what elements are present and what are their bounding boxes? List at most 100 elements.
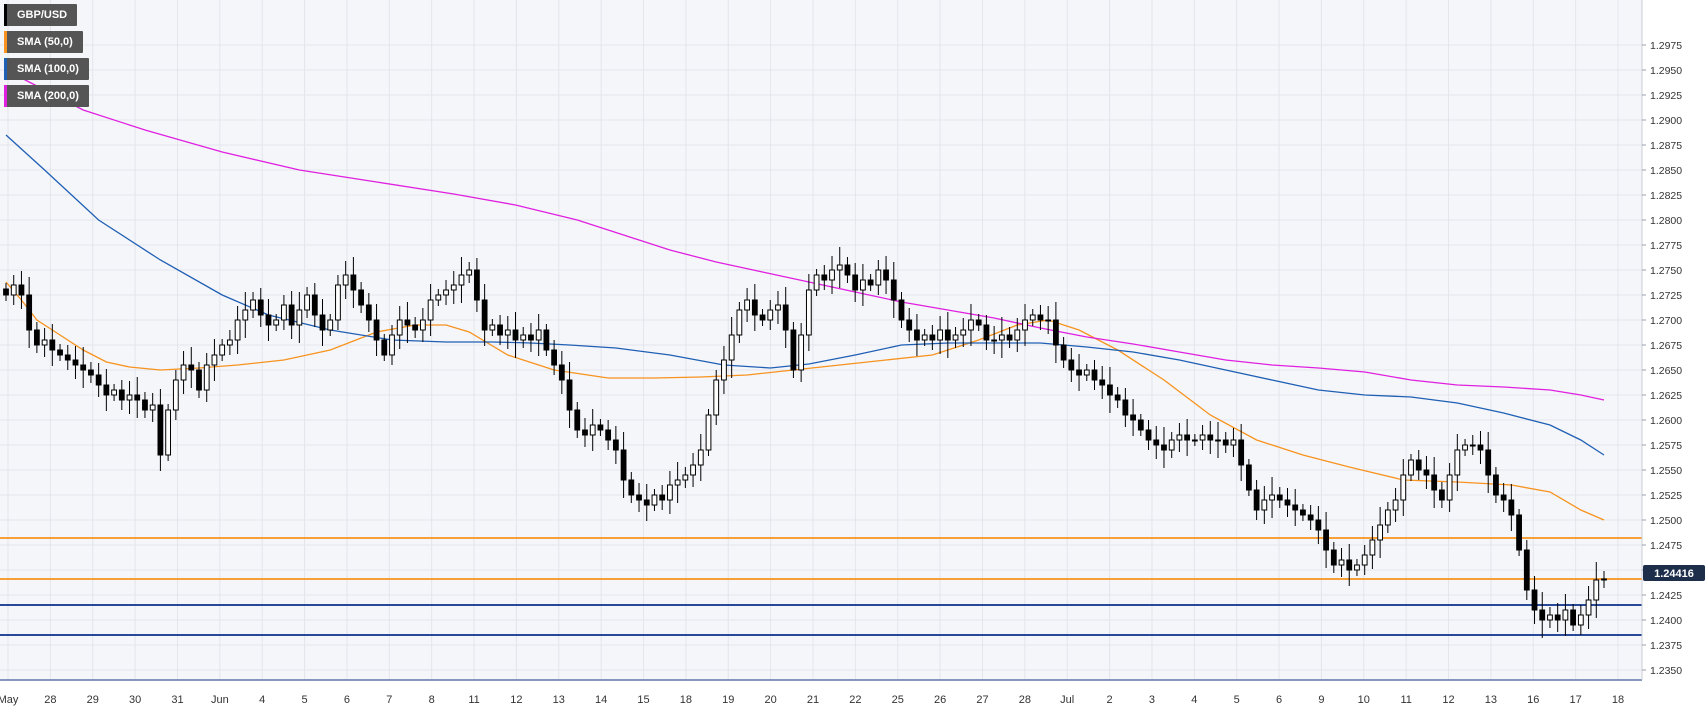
bearish-candle-body xyxy=(1346,559,1353,571)
time-axis[interactable]: May 28 29 30 31 Jun 4 5 6 7 8 11 12 13 14 15 18 19 20 21 22 2… xyxy=(0,694,1624,706)
bullish-candle-body xyxy=(1230,439,1237,446)
bearish-candle-body xyxy=(1137,419,1144,431)
price-tick-label: 1.2675 xyxy=(1650,340,1682,352)
bullish-candle-body xyxy=(1593,579,1600,601)
bullish-candle-body xyxy=(1083,369,1090,376)
time-tick-label: 5 xyxy=(302,694,308,706)
candle xyxy=(813,269,820,296)
candle xyxy=(481,284,488,346)
legend-swatch-gbpusd xyxy=(4,4,7,26)
candle xyxy=(273,314,280,331)
bullish-candle-body xyxy=(520,334,527,341)
price-tick-label: 1.2875 xyxy=(1650,140,1682,152)
candle xyxy=(558,351,565,394)
candle xyxy=(543,324,550,356)
price-tick-label: 1.2825 xyxy=(1650,190,1682,202)
candle xyxy=(1493,467,1499,503)
candle xyxy=(1554,603,1561,632)
legend-item-gbpusd[interactable]: GBP/USD xyxy=(4,4,78,26)
time-tick-label: 12 xyxy=(510,694,522,706)
bullish-candle-body xyxy=(937,329,943,341)
time-tick-label: 17 xyxy=(1570,694,1582,706)
candle xyxy=(906,308,913,342)
bullish-candle-body xyxy=(443,289,449,296)
candle xyxy=(1114,387,1121,408)
candle xyxy=(1469,435,1476,455)
candle xyxy=(234,306,241,354)
bullish-candle-body xyxy=(172,379,179,411)
candle xyxy=(1361,545,1368,575)
candle xyxy=(358,282,365,313)
bullish-candle-body xyxy=(296,309,303,326)
candle xyxy=(504,316,511,349)
candle xyxy=(342,261,349,299)
bullish-candle-body xyxy=(1176,434,1183,441)
candle xyxy=(142,392,148,418)
bullish-candle-body xyxy=(1601,578,1607,581)
price-tick-label: 1.2400 xyxy=(1650,615,1682,627)
candle xyxy=(520,327,527,348)
candle xyxy=(852,263,859,302)
candle xyxy=(1191,434,1198,446)
bearish-candle-body xyxy=(512,329,519,341)
candle xyxy=(844,257,851,283)
bearish-candle-body xyxy=(88,369,94,376)
candle xyxy=(497,315,503,345)
bearish-candle-body xyxy=(311,294,318,316)
bullish-candle-body xyxy=(335,284,341,321)
time-tick-label: 25 xyxy=(892,694,904,706)
candle xyxy=(1446,463,1453,512)
candle xyxy=(219,339,226,361)
bearish-candle-body xyxy=(72,359,79,366)
candle xyxy=(1238,424,1245,481)
bullish-candle-body xyxy=(860,279,866,291)
bearish-candle-body xyxy=(844,264,851,276)
candle xyxy=(1400,459,1407,516)
bullish-candle-body xyxy=(489,324,496,331)
bearish-candle-body xyxy=(33,329,40,346)
bullish-candle-body xyxy=(875,269,882,286)
candle xyxy=(1022,304,1028,346)
price-axis[interactable]: 1.23501.23751.24001.24251.24501.24751.25… xyxy=(1642,40,1682,677)
candle xyxy=(1099,366,1106,399)
bearish-candle-body xyxy=(906,319,913,331)
bullish-candle-body xyxy=(250,299,256,311)
bearish-candle-body xyxy=(188,364,195,371)
bullish-candle-body xyxy=(435,294,442,301)
bearish-candle-body xyxy=(18,284,25,296)
candle xyxy=(914,314,920,356)
bullish-candle-body xyxy=(991,339,998,342)
legend-item-sma-50[interactable]: SMA (50,0) xyxy=(4,31,83,53)
candle xyxy=(960,318,967,347)
legend-item-sma-200[interactable]: SMA (200,0) xyxy=(4,85,89,107)
legend-item-sma-100[interactable]: SMA (100,0) xyxy=(4,58,89,80)
legend-label-sma-200: SMA (200,0) xyxy=(17,90,79,102)
candle xyxy=(1261,486,1268,524)
bearish-candle-body xyxy=(821,274,828,281)
bearish-candle-body xyxy=(196,369,202,391)
sma-100-line xyxy=(5,134,1605,456)
candle xyxy=(404,302,411,343)
candle xyxy=(350,257,357,308)
bearish-candle-body xyxy=(1037,314,1044,321)
bullish-candle-body xyxy=(1408,459,1414,476)
bearish-candle-body xyxy=(481,299,488,331)
bullish-candle-body xyxy=(1369,539,1376,556)
bearish-candle-body xyxy=(350,274,357,291)
bullish-candle-body xyxy=(396,319,403,336)
candle xyxy=(1562,594,1569,636)
candle xyxy=(250,292,256,318)
bearish-candle-body xyxy=(381,339,388,356)
candle xyxy=(1346,544,1353,586)
bullish-candle-body xyxy=(226,339,233,346)
time-tick-label: 26 xyxy=(934,694,946,706)
bearish-candle-body xyxy=(1161,444,1167,451)
candle xyxy=(1176,423,1183,452)
time-tick-label: 13 xyxy=(1485,694,1497,706)
bullish-candle-body xyxy=(813,274,820,291)
bearish-candle-body xyxy=(1523,549,1530,591)
last-price-tag-text: 1.24416 xyxy=(1654,568,1694,580)
candle xyxy=(1593,562,1600,618)
bearish-candle-body xyxy=(1107,384,1113,396)
